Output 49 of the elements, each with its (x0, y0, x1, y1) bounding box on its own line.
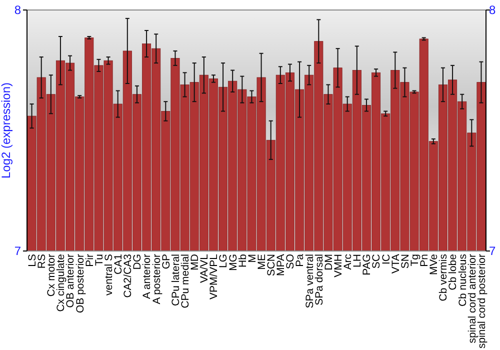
x-tick-label: DG (132, 254, 144, 270)
x-tick-label: SN (399, 254, 412, 269)
x-tick-label: Tu (93, 254, 106, 266)
y-axis-title: Log2 (expression) (0, 82, 13, 179)
x-tick-label: GP (160, 254, 172, 270)
x-tick-label: Tg (408, 254, 421, 266)
x-tick-label: MG (227, 254, 240, 271)
x-tick-label: MD (189, 254, 202, 270)
x-tick-label: VPM/VPL (208, 254, 220, 300)
x-tick-label: Pa (294, 254, 306, 267)
y2-tick-label: 8 (489, 3, 496, 18)
x-tick-label: PAG (361, 254, 374, 276)
x-tick-label: A posterior (150, 254, 163, 304)
x-tick-label: LS (26, 254, 38, 267)
x-tick-label: CPu lateral (170, 254, 182, 306)
x-tick-label: Cb nucleus (456, 254, 469, 307)
x-tick-label: CA1 (112, 254, 125, 274)
x-tick-label: Cb lobe (447, 254, 460, 290)
x-tick-label: Cx cingulate (55, 254, 68, 312)
x-tick-label: VTA (390, 254, 402, 274)
x-tick-label: SO (284, 254, 297, 270)
x-tick-label: SPa ventral (304, 254, 316, 308)
x-tick-label: RS (36, 254, 48, 269)
x-tick-label: ventral S (102, 254, 115, 296)
x-tick-label: M (246, 254, 258, 263)
x-tick-label: Hb (236, 254, 249, 268)
x-tick-label: OB anterior (64, 254, 77, 308)
x-tick-label: Pir (84, 254, 96, 267)
x-tick-label: ME (256, 254, 268, 270)
x-tick-label: LG (218, 254, 230, 268)
x-tick-label: spinal cord posterior (476, 253, 488, 349)
x-tick-label: MPA (275, 254, 288, 276)
x-tick-label: Pn (418, 254, 431, 267)
x-tick-label: IC (380, 254, 392, 264)
x-tick-label: SCN (266, 254, 278, 276)
x-tick-label: SPa dorsal (313, 254, 326, 306)
x-tick-label: CPu medial (179, 254, 192, 308)
x-tick-label: Arc (342, 254, 354, 270)
x-tick-label: VA/VL (198, 254, 211, 283)
x-tick-label: OB posterior (74, 254, 86, 313)
x-tick-label: SC (370, 254, 383, 269)
x-tick-label: spinal cord anterior (466, 253, 478, 344)
x-tick-label: CA2/CA3 (122, 254, 134, 298)
x-tick-label: LH (352, 254, 364, 268)
x-tick-label: DM (322, 254, 335, 270)
x-tick-label: VMH (332, 254, 344, 278)
y2-tick-label: 7 (489, 244, 496, 258)
x-tick-label: A anterior (141, 254, 154, 299)
x-tick-label: MVe (428, 254, 440, 276)
